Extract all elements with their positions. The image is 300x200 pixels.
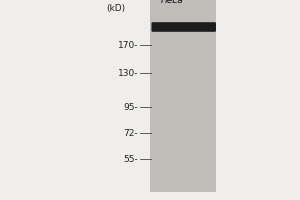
Text: HeLa: HeLa — [161, 0, 184, 5]
Bar — [150, 0, 216, 192]
Text: 95-: 95- — [123, 102, 138, 112]
Text: 130-: 130- — [118, 68, 138, 77]
Text: 55-: 55- — [123, 154, 138, 164]
Text: 72-: 72- — [123, 129, 138, 138]
Text: 170-: 170- — [118, 40, 138, 49]
FancyBboxPatch shape — [152, 22, 216, 32]
Text: (kD): (kD) — [106, 4, 125, 14]
